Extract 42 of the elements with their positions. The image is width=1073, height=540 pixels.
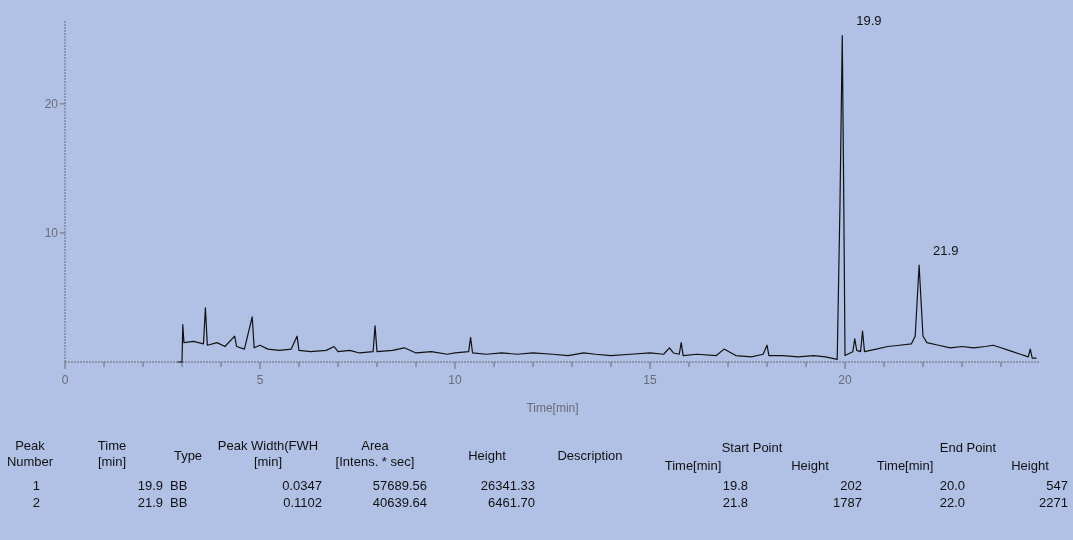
text: Height xyxy=(1011,458,1050,473)
x-tick-label: 0 xyxy=(61,373,69,387)
x-axis-title: Time[min] xyxy=(526,401,579,415)
text: 57689.56 xyxy=(372,478,427,493)
text: Time [min] xyxy=(97,438,127,469)
text: End Point xyxy=(939,440,997,455)
text: 202 xyxy=(840,478,862,493)
text: 2271 xyxy=(1039,495,1068,510)
text: 22.0 xyxy=(939,495,965,510)
text: Time[min] xyxy=(664,458,722,473)
text: BB xyxy=(170,478,188,493)
annotation: 21.9 xyxy=(933,243,959,259)
x-tick-label: 20 xyxy=(838,373,852,387)
text: Time[min] xyxy=(876,458,934,473)
text: Area [Intens. * sec] xyxy=(335,438,415,469)
annotation: 19.9 xyxy=(856,13,882,29)
text: Height xyxy=(468,448,507,463)
text: Start Point xyxy=(721,440,783,455)
x-tick-label: 10 xyxy=(448,373,462,387)
text: 19.8 xyxy=(722,478,748,493)
text: Height xyxy=(791,458,830,473)
text: 19.9 xyxy=(137,478,163,493)
text: 0.0347 xyxy=(282,478,322,493)
text: BB xyxy=(170,495,188,510)
text: 26341.33 xyxy=(480,478,535,493)
text: 1 xyxy=(32,478,40,493)
text: Peak Number xyxy=(6,438,54,469)
text: 21.9 xyxy=(137,495,163,510)
text: Description xyxy=(557,448,623,463)
text: 21.8 xyxy=(722,495,748,510)
text: 20.0 xyxy=(939,478,965,493)
line-series xyxy=(177,34,1037,363)
text: 2 xyxy=(32,495,40,510)
text: 40639.64 xyxy=(372,495,427,510)
text: Peak Width(FWH [min] xyxy=(217,438,319,469)
text: 1787 xyxy=(833,495,862,510)
x-tick-label: 15 xyxy=(643,373,657,387)
text: 547 xyxy=(1046,478,1068,493)
text: 0.1102 xyxy=(283,495,322,510)
text: 6461.70 xyxy=(488,495,535,510)
x-tick-label: 5 xyxy=(256,373,264,387)
text: Type xyxy=(173,448,203,463)
